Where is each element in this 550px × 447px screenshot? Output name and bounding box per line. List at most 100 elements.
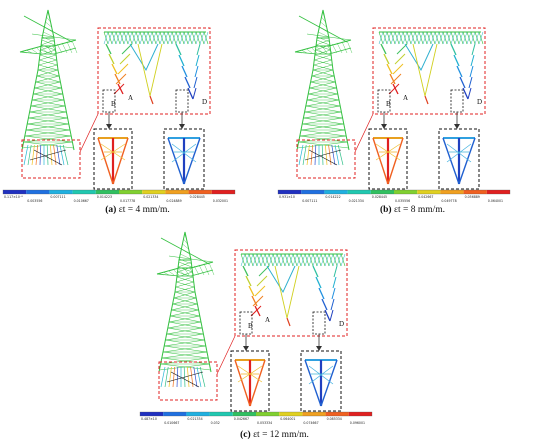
base-detail-model: AB D xyxy=(240,253,346,330)
colorbar-tick-label: 0.487×10 xyxy=(141,417,157,421)
label-a: A xyxy=(128,94,133,102)
colorbar-tick-label: 0.024889 xyxy=(166,199,181,203)
joint-b-members xyxy=(234,359,266,407)
colorbar-tick-label: 0.014223 xyxy=(97,195,112,199)
colorbar-segment xyxy=(256,412,280,416)
colorbar-tick-label: 0.117×10⁻⁸ xyxy=(4,195,24,199)
tower-model xyxy=(19,9,78,166)
joint-d-marker xyxy=(175,89,189,113)
base-detail-box xyxy=(372,27,486,115)
label-b: B xyxy=(386,100,391,108)
tower-base-deformed xyxy=(298,144,344,166)
colorbar-segment xyxy=(440,190,464,194)
caption-a: (a) εt = 4 mm/m. xyxy=(105,205,170,215)
joint-d-members xyxy=(442,137,476,185)
colorbar-tick-label: 0.021334 xyxy=(349,199,364,203)
colorbar-segment xyxy=(72,190,96,194)
colorbar-segment xyxy=(26,190,50,194)
colorbar-segment xyxy=(302,412,326,416)
colorbar-tick-label: 0.003556 xyxy=(27,199,42,203)
joint-d-marker xyxy=(450,89,464,113)
colorbar-segment xyxy=(325,412,349,416)
tower-figure-a: A B D 0.117×10⁻⁸ 0.007111 0.014223 0.021334 0.0… xyxy=(2,9,236,203)
colorbar-tick-label: 0.028445 xyxy=(372,195,387,199)
colorbar-tick-label: 0.042667 xyxy=(418,195,433,199)
tower-figure-b: A B D 0.931×10 0.014222 0.028445 0.042667 0.056… xyxy=(277,9,511,203)
colorbar-tick-label: 0.056889 xyxy=(465,195,480,199)
joint-d-closeup xyxy=(438,128,480,190)
colorbar-tick-label: 0.028445 xyxy=(190,195,205,199)
base-zoom-box xyxy=(158,361,218,401)
colorbar-segment xyxy=(232,412,256,416)
caption-equation-a: εt = 4 mm/m. xyxy=(118,205,170,215)
colorbar-segment xyxy=(211,190,235,194)
colorbar-tick-label: 0.032001 xyxy=(213,199,228,203)
tower-model xyxy=(294,9,353,166)
colorbar-tick-label: 0.010667 xyxy=(74,199,89,203)
base-detail-box xyxy=(97,27,211,115)
colorbar-segment xyxy=(140,412,164,416)
joint-b-members xyxy=(97,137,129,185)
colorbar-segment xyxy=(394,190,418,194)
zoom-connector xyxy=(216,335,236,375)
colorbar-segment xyxy=(209,412,233,416)
label-d: D xyxy=(477,98,482,106)
panel-c: A B D 0.487×10 0.021334 0.042667 0.064001 0.085… xyxy=(137,222,412,447)
joint-d-members xyxy=(167,137,201,185)
colorbar-tick-label: 0.064001 xyxy=(488,199,503,203)
joint-d-closeup xyxy=(300,350,342,412)
joint-d-marker xyxy=(312,311,326,335)
colorbar-segment xyxy=(165,190,189,194)
colorbar: 0.117×10⁻⁸ 0.007111 0.014223 0.021334 0.0284… xyxy=(2,189,236,203)
panel-a: A B D 0.117×10⁻⁸ 0.007111 0.014223 0.021334 0.0… xyxy=(0,0,275,215)
zoom-connector xyxy=(79,113,99,153)
tower-model xyxy=(156,231,215,388)
label-a: A xyxy=(265,316,270,324)
colorbar-segment xyxy=(119,190,143,194)
base-zoom-box xyxy=(21,139,81,179)
panel-b: A B D 0.931×10 0.014222 0.028445 0.042667 0.056… xyxy=(275,0,550,215)
colorbar-segment xyxy=(3,190,27,194)
colorbar-tick-label: 0.017778 xyxy=(120,199,135,203)
colorbar-segment xyxy=(348,412,372,416)
label-b: B xyxy=(248,322,253,330)
caption-equation-b: εt = 8 mm/m. xyxy=(393,205,446,215)
joint-b-closeup xyxy=(368,128,408,190)
caption-equation-c: εt = 12 mm/m. xyxy=(253,430,309,440)
colorbar-segment xyxy=(186,412,210,416)
colorbar-tick-label: 0.021334 xyxy=(187,417,202,421)
colorbar-tick-label: 0.042667 xyxy=(234,417,249,421)
colorbar-tick-label: 0.064001 xyxy=(280,417,295,421)
colorbar-segment xyxy=(370,190,394,194)
colorbar: 0.487×10 0.021334 0.042667 0.064001 0.085334… xyxy=(139,411,373,425)
colorbar-tick-label: 0.053334 xyxy=(257,421,272,425)
colorbar-segment xyxy=(278,190,302,194)
colorbar-tick-label: 0.931×10 xyxy=(279,195,295,199)
joint-b-members xyxy=(372,137,404,185)
colorbar-tick-label: 0.021334 xyxy=(143,195,158,199)
colorbar-tick-label: 0.010667 xyxy=(164,421,179,425)
tower-base-deformed xyxy=(160,366,206,388)
colorbar-segment xyxy=(188,190,212,194)
tower-figure-c: A B D 0.487×10 0.021334 0.042667 0.064001 0.085… xyxy=(139,231,373,425)
base-detail-model: AB D xyxy=(103,31,209,108)
colorbar-tick-label: 0.085334 xyxy=(327,417,342,421)
colorbar-tick-label: 0.007111 xyxy=(50,195,65,199)
base-zoom-box xyxy=(296,139,356,179)
tower-base-deformed xyxy=(23,144,69,166)
joint-d-closeup xyxy=(163,128,205,190)
label-d: D xyxy=(339,320,344,328)
colorbar-segment xyxy=(463,190,487,194)
label-a: A xyxy=(403,94,408,102)
joint-b-closeup xyxy=(93,128,133,190)
colorbar-tick-label: 0.007111 xyxy=(302,199,317,203)
colorbar-segment xyxy=(49,190,73,194)
joint-d-members xyxy=(304,359,338,407)
colorbar-segment xyxy=(417,190,441,194)
joint-b-closeup xyxy=(230,350,270,412)
colorbar-segment xyxy=(324,190,348,194)
label-b: B xyxy=(111,100,116,108)
colorbar-segment xyxy=(95,190,119,194)
colorbar-tick-label: 0.074667 xyxy=(303,421,318,425)
colorbar-segment xyxy=(163,412,187,416)
